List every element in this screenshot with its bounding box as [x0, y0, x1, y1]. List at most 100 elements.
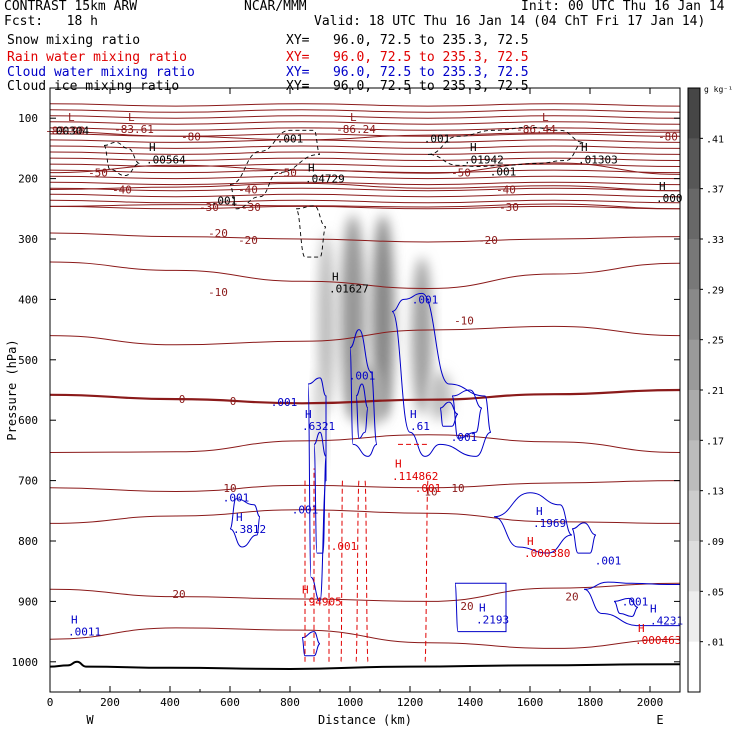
- contour-label-0: -83.98: [45, 124, 85, 137]
- extremum-label-17: H: [305, 408, 312, 421]
- extremum-label-26: .1969: [533, 517, 566, 530]
- contour-label-28: .001: [277, 133, 304, 146]
- extremum-label-4: 00304: [56, 124, 89, 137]
- rain-contour-5: [364, 480, 369, 663]
- contour-label-30: .001: [211, 194, 238, 207]
- extremum-label-30: .94905: [302, 595, 342, 608]
- extremum-label-9: H: [470, 141, 477, 154]
- colorbar-segment-0: [688, 88, 700, 139]
- colorbar-segment-11: [688, 641, 700, 693]
- contour-label-3: -86.44: [516, 123, 556, 136]
- contour-label-34: .001: [412, 293, 439, 306]
- forecast-hour: Fcst: 18 h: [4, 14, 98, 29]
- contour-label-39: .001: [622, 595, 649, 608]
- plot-frame: [49, 87, 681, 693]
- contour-label-13: -30: [241, 201, 261, 214]
- rain-contour-layer: [304, 443, 429, 663]
- contour-label-16: -20: [238, 234, 258, 247]
- colorbar-segment-5: [688, 339, 700, 391]
- x-tick-label-600: 600: [220, 696, 240, 709]
- contour-label-5: -80: [658, 130, 678, 143]
- contour-label-10: -40: [238, 183, 258, 196]
- snow-shade-blob-1: [340, 214, 366, 421]
- extremum-label-1: L: [128, 111, 135, 124]
- contour-label-41: .001: [415, 482, 442, 495]
- upper-temp-line-16: [50, 199, 680, 204]
- cloud-ice-contour-layer: [103, 126, 585, 258]
- contour-label-26: 20: [460, 600, 473, 613]
- contour-label-25: 20: [172, 588, 185, 601]
- snow-shade-blob-0: [318, 232, 334, 415]
- cloud-water-contour-10: [454, 582, 507, 633]
- extremum-label-13: H: [659, 180, 666, 193]
- contour-label-9: -40: [112, 183, 132, 196]
- center-name: NCAR/MMM: [244, 0, 307, 14]
- upper-temp-line-8: [50, 151, 680, 155]
- upper-temp-line-4: [50, 127, 680, 131]
- field-xy-cloud-ice: XY= 96.0, 72.5 to 235.3, 72.5: [286, 79, 529, 94]
- rain-contour-4: [355, 480, 360, 663]
- temperature-contour-layer: [50, 103, 680, 671]
- upper-temp-line-13: [50, 181, 680, 186]
- extremum-label-11: H: [581, 141, 588, 154]
- snow-shade-blob-2: [371, 214, 395, 421]
- contour-label-37: .001: [451, 431, 478, 444]
- colorbar-label-0: .41: [706, 134, 724, 145]
- upper-temp-line-17: [50, 205, 680, 210]
- colorbar-label-4: .25: [706, 336, 724, 347]
- temp-contour-10: [50, 480, 680, 493]
- contour-label-6: -50: [88, 167, 108, 180]
- extremum-label-22: .114862: [392, 470, 438, 483]
- extremum-label-20: .61: [410, 420, 430, 433]
- cloud-ice-contour-3: [295, 205, 327, 258]
- contour-label-32: .001: [271, 396, 298, 409]
- extremum-label-7: H: [308, 162, 315, 175]
- snow-shade-blob-4: [350, 365, 386, 427]
- snow-shading-layer: [314, 214, 452, 469]
- y-tick-label-300: 300: [18, 233, 38, 246]
- x-tick-label-2000: 2000: [637, 696, 664, 709]
- extremum-label-16: .01627: [329, 283, 369, 296]
- temp-contour-20: [50, 582, 680, 602]
- upper-temp-line-10: [50, 163, 680, 168]
- y-tick-label-400: 400: [18, 293, 38, 306]
- terrain-line: [50, 660, 680, 671]
- temp-contour-0: [50, 388, 680, 405]
- extremum-label-36: .000463: [635, 634, 681, 647]
- colorbar-segment-2: [688, 188, 700, 240]
- contour-label-22: 10: [223, 482, 236, 495]
- temp-contour--10: [50, 261, 680, 290]
- upper-temp-line-2: [50, 115, 680, 119]
- upper-temp-line-9: [50, 157, 680, 162]
- colorbar-segment-3: [688, 239, 700, 290]
- mid-temp-line-3: [50, 627, 680, 649]
- temp-contour--50: [50, 162, 680, 175]
- extremum-label-34: .4231: [650, 615, 683, 628]
- colorbar-label-9: .05: [706, 587, 724, 598]
- extremum-label-19: H: [410, 408, 417, 421]
- cloud-water-contour-9: [571, 522, 597, 554]
- y-tick-label-500: 500: [18, 354, 38, 367]
- contour-label-24: 10: [451, 482, 464, 495]
- temp-contour--80: [50, 131, 680, 141]
- colorbar-segment-9: [688, 541, 700, 592]
- contour-label-18: -10: [208, 286, 228, 299]
- contour-label-15: -20: [208, 227, 228, 240]
- extremum-label-35: H: [638, 622, 645, 635]
- contour-label-29: .001: [424, 133, 451, 146]
- extremum-label-24: .3812: [233, 523, 266, 536]
- contour-label-20: 0: [179, 393, 186, 406]
- extremum-label-18: .6321: [302, 420, 335, 433]
- upper-temp-line-14: [50, 187, 680, 192]
- cloud-water-contour-6: [451, 389, 483, 439]
- contour-label-1: -83.61: [114, 123, 154, 136]
- upper-temp-line-0: [50, 103, 680, 107]
- contour-label-4: -80: [181, 130, 201, 143]
- contour-label-17: -20: [478, 234, 498, 247]
- extremum-label-29: H: [302, 583, 309, 596]
- cloud-water-contour-13: [301, 631, 321, 657]
- x-tick-label-400: 400: [160, 696, 180, 709]
- colorbar-unit: g kg⁻¹: [704, 85, 733, 94]
- mid-temp-line-1: [50, 434, 680, 453]
- x-tick-label-1600: 1600: [517, 696, 544, 709]
